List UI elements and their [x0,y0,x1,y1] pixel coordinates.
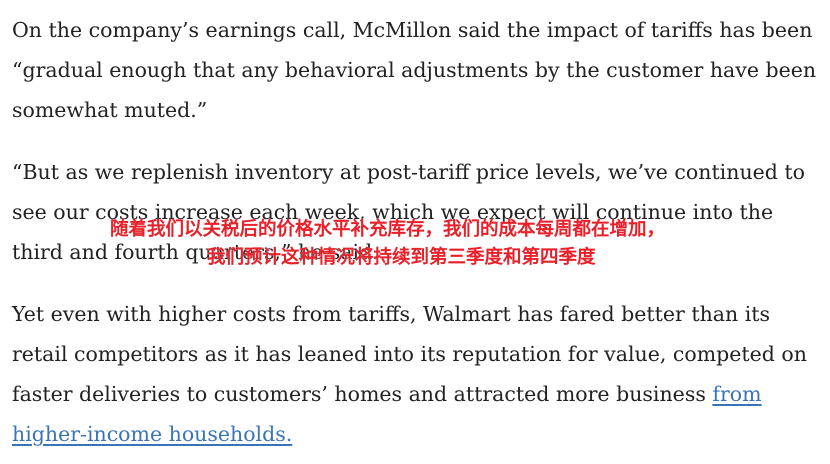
paragraph-earnings-call: On the company’s earnings call, McMillon… [12,18,817,122]
paragraph-walmart-text: Yet even with higher costs from tariffs,… [12,302,807,406]
paragraph-walmart-value: Yet even with higher costs from tariffs,… [12,294,824,454]
higher-income-households-link[interactable]: from higher-income households. [12,382,762,446]
subtitle-overlay-line-2: 我们预计这种情况将持续到第三季度和第四季度 [207,247,596,268]
article-body: On the company’s earnings call, McMillon… [12,10,824,454]
subtitle-overlay-line-1: 随着我们以关税后的价格水平补充库存，我们的成本每周都在增加， [110,219,666,240]
paragraph-quote: “But as we replenish inventory at post-t… [12,160,805,264]
